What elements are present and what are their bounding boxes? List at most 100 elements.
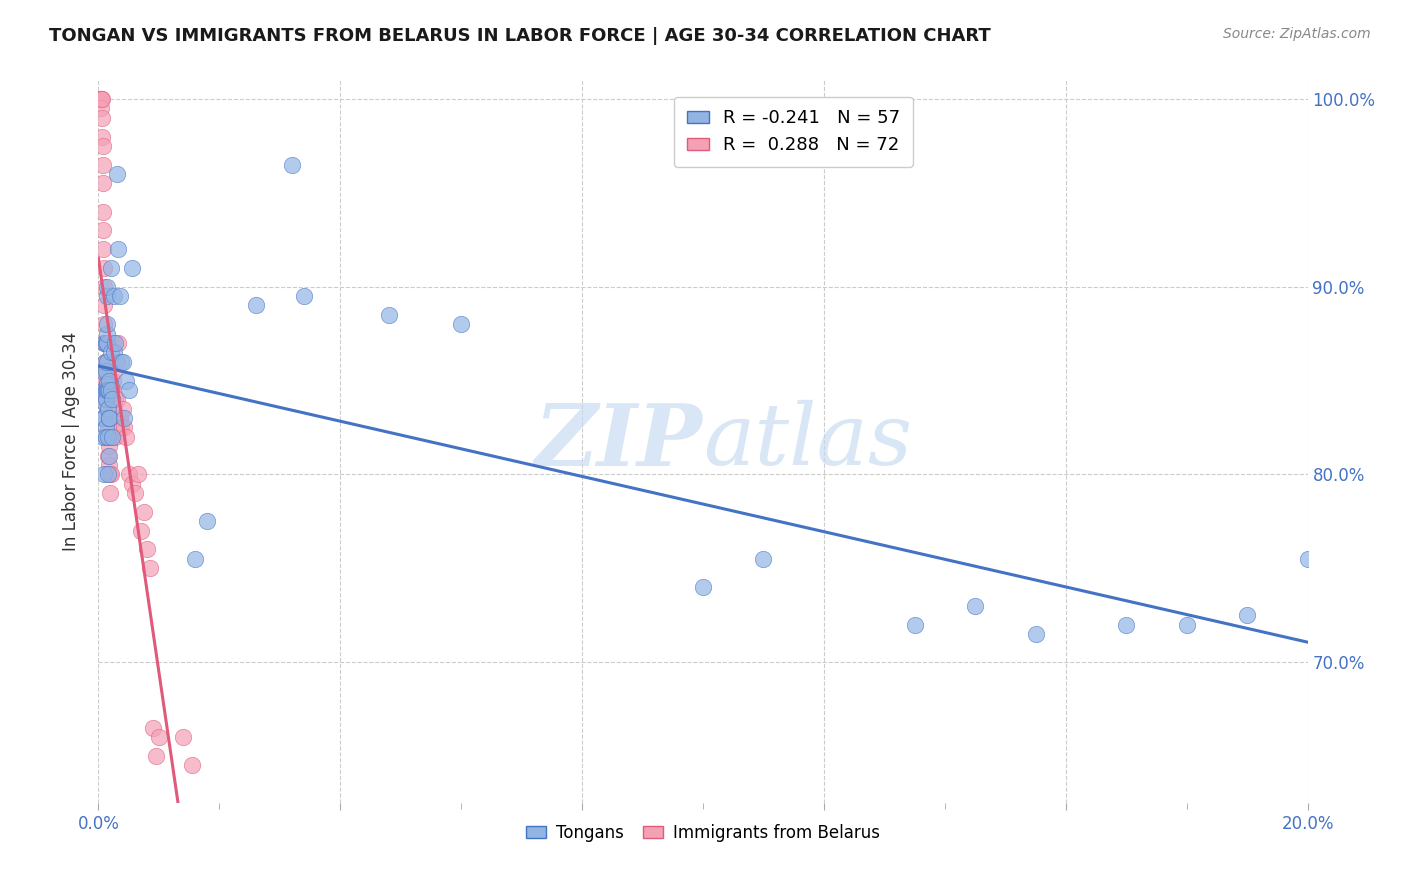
Point xyxy=(692,580,714,594)
Point xyxy=(94,383,117,397)
Point xyxy=(98,467,121,482)
Point xyxy=(129,524,152,538)
Point xyxy=(145,748,167,763)
Point xyxy=(100,467,122,482)
Point xyxy=(111,401,134,416)
Point xyxy=(97,401,120,416)
Point xyxy=(100,336,122,351)
Point xyxy=(100,392,122,407)
Point xyxy=(281,158,304,172)
Point xyxy=(94,392,117,407)
Point xyxy=(97,430,120,444)
Point xyxy=(96,279,118,293)
Point xyxy=(93,279,115,293)
Point xyxy=(112,420,135,434)
Point xyxy=(97,392,120,407)
Point xyxy=(1024,627,1046,641)
Point xyxy=(450,318,472,332)
Point xyxy=(97,449,120,463)
Point xyxy=(97,439,120,453)
Point xyxy=(96,392,118,407)
Point xyxy=(100,392,122,407)
Point xyxy=(111,355,134,369)
Point xyxy=(93,336,115,351)
Point xyxy=(94,374,117,388)
Point xyxy=(112,411,135,425)
Point xyxy=(107,242,129,256)
Point xyxy=(91,111,114,125)
Point xyxy=(107,336,129,351)
Point xyxy=(96,318,118,332)
Point xyxy=(100,345,122,359)
Point xyxy=(96,336,118,351)
Point xyxy=(195,514,218,528)
Point xyxy=(96,289,118,303)
Point xyxy=(94,383,117,397)
Point xyxy=(104,392,127,407)
Point xyxy=(96,355,118,369)
Point xyxy=(90,92,112,106)
Point xyxy=(93,467,115,482)
Point xyxy=(93,336,115,351)
Point xyxy=(94,420,117,434)
Point xyxy=(91,411,114,425)
Point xyxy=(97,411,120,425)
Point xyxy=(132,505,155,519)
Point xyxy=(96,377,118,392)
Point xyxy=(118,383,141,397)
Point xyxy=(121,476,143,491)
Point xyxy=(101,336,124,351)
Point xyxy=(148,730,170,744)
Point xyxy=(101,374,124,388)
Point xyxy=(96,401,118,416)
Point xyxy=(752,551,775,566)
Point xyxy=(93,318,115,332)
Point xyxy=(139,561,162,575)
Point xyxy=(105,167,128,181)
Point xyxy=(96,392,118,407)
Point xyxy=(172,730,194,744)
Point xyxy=(91,430,114,444)
Point xyxy=(121,260,143,275)
Point xyxy=(94,355,117,369)
Point xyxy=(100,383,122,397)
Point xyxy=(93,383,115,397)
Point xyxy=(100,383,122,397)
Point xyxy=(94,396,117,410)
Point xyxy=(91,242,114,256)
Legend: Tongans, Immigrants from Belarus: Tongans, Immigrants from Belarus xyxy=(519,817,887,848)
Point xyxy=(96,374,118,388)
Point xyxy=(91,177,114,191)
Point xyxy=(118,467,141,482)
Point xyxy=(100,430,122,444)
Point xyxy=(965,599,987,613)
Point xyxy=(91,386,114,401)
Point xyxy=(127,467,149,482)
Point xyxy=(91,204,114,219)
Point xyxy=(103,364,125,378)
Point xyxy=(105,355,128,369)
Point xyxy=(91,364,114,378)
Point xyxy=(91,158,114,172)
Point xyxy=(90,92,112,106)
Point xyxy=(91,139,114,153)
Point xyxy=(93,298,115,312)
Point xyxy=(103,401,125,416)
Text: atlas: atlas xyxy=(703,401,912,483)
Point xyxy=(97,383,120,397)
Point xyxy=(90,92,112,106)
Point xyxy=(96,430,118,444)
Point xyxy=(96,336,118,351)
Point xyxy=(94,355,117,369)
Y-axis label: In Labor Force | Age 30-34: In Labor Force | Age 30-34 xyxy=(62,332,80,551)
Point xyxy=(91,223,114,237)
Point xyxy=(110,355,132,369)
Text: ZIP: ZIP xyxy=(536,400,703,483)
Point xyxy=(904,617,927,632)
Point xyxy=(100,260,122,275)
Point xyxy=(100,430,122,444)
Point xyxy=(104,336,127,351)
Point xyxy=(98,374,121,388)
Point xyxy=(98,411,121,425)
Point xyxy=(1115,617,1137,632)
